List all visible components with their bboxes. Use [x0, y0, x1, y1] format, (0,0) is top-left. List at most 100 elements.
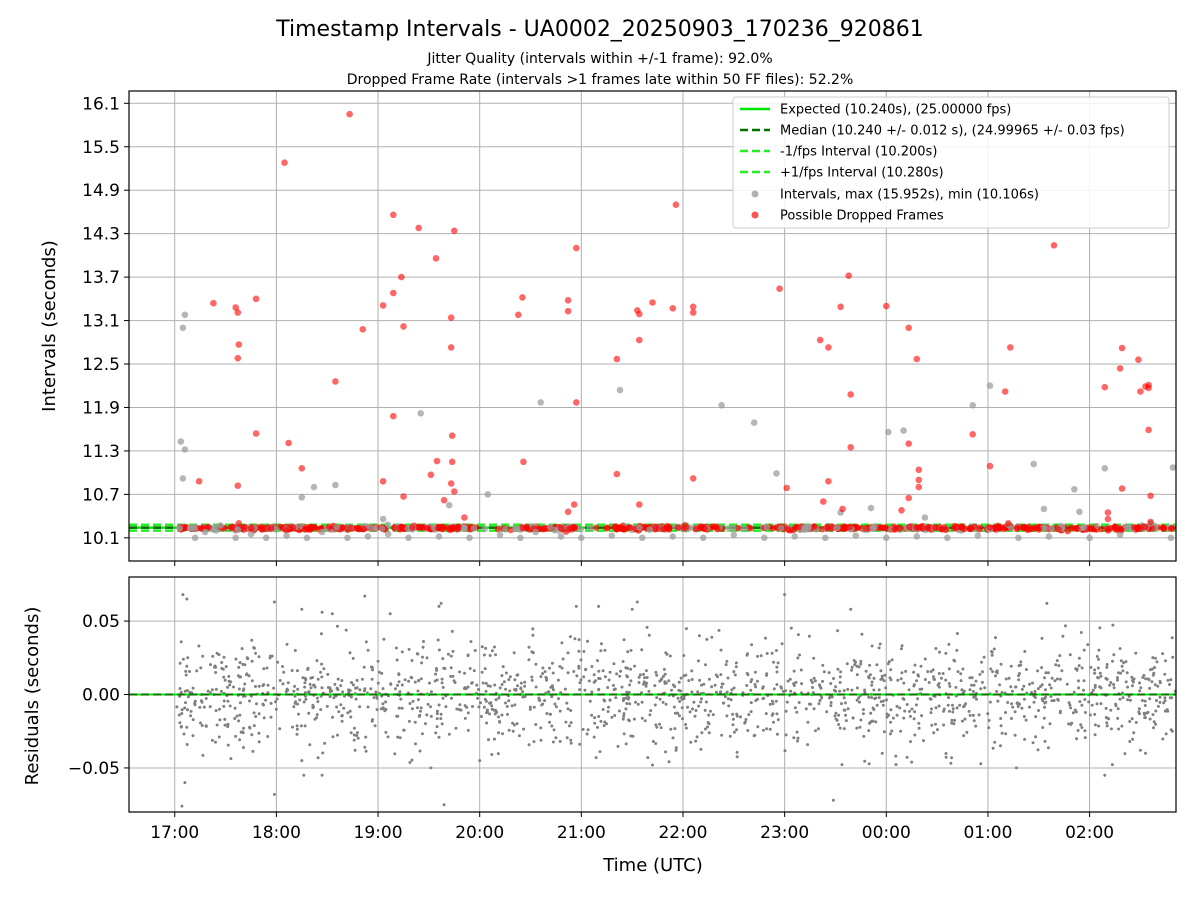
residual-point	[788, 677, 792, 681]
residual-point	[1119, 659, 1123, 663]
residual-point	[734, 661, 738, 665]
residual-point	[278, 727, 282, 731]
residual-point	[719, 690, 723, 694]
residual-point	[355, 678, 359, 682]
interval-point	[176, 525, 184, 532]
residual-point	[1111, 623, 1115, 627]
residual-point	[206, 689, 210, 693]
interval-point	[217, 522, 224, 529]
dropped-frame-point	[1104, 509, 1112, 516]
residual-point	[564, 720, 568, 724]
residual-point	[781, 689, 785, 693]
residual-point	[419, 709, 422, 713]
residual-point	[581, 727, 585, 731]
residual-point	[749, 701, 753, 705]
dropped-frame-point	[455, 524, 462, 531]
dropped-frame-point	[847, 444, 854, 451]
interval-point	[750, 419, 758, 427]
residual-point	[695, 735, 699, 739]
residual-point	[419, 706, 423, 710]
residual-point	[954, 685, 958, 689]
residual-point	[1116, 707, 1120, 711]
dropped-frame-point	[195, 478, 203, 485]
dropped-frame-point	[1118, 485, 1126, 492]
residual-point	[913, 663, 917, 667]
residual-point	[895, 713, 899, 717]
residual-point	[655, 696, 659, 700]
residual-point	[415, 652, 419, 656]
interval-point	[435, 533, 443, 540]
residual-point	[624, 707, 628, 711]
dropped-frame-point	[1147, 518, 1154, 526]
residual-point	[541, 666, 545, 670]
residual-point	[681, 717, 684, 721]
residual-point	[1028, 682, 1031, 686]
residual-point	[295, 669, 299, 673]
residual-point	[629, 667, 633, 671]
residual-point	[998, 683, 1002, 687]
residual-point	[372, 696, 376, 700]
residual-point	[811, 681, 814, 684]
residual-point	[601, 708, 605, 711]
residual-point	[601, 669, 605, 673]
residual-point	[627, 718, 630, 722]
residual-point	[214, 665, 218, 669]
legend-label-median: Median (10.240 +/- 0.012 s), (24.99965 +…	[780, 124, 1125, 139]
residual-point	[855, 686, 859, 690]
residual-point	[558, 709, 562, 713]
interval-point	[669, 533, 677, 540]
residual-point	[240, 730, 244, 734]
residual-point	[463, 687, 466, 690]
residual-point	[407, 719, 411, 723]
residual-point	[729, 698, 733, 702]
residual-point	[608, 698, 612, 702]
residual-point	[784, 709, 788, 713]
residual-point	[573, 637, 577, 641]
residual-point	[946, 703, 950, 707]
intervals-points	[176, 110, 1177, 542]
residual-point	[266, 683, 270, 687]
residual-point	[937, 704, 941, 708]
residual-point	[1009, 685, 1013, 689]
residual-point	[389, 682, 393, 686]
residual-point	[836, 667, 840, 671]
dropped-frame-point	[281, 159, 288, 166]
residual-point	[410, 707, 414, 711]
residual-point	[193, 699, 197, 703]
residual-point	[647, 633, 651, 637]
residual-point	[1121, 669, 1125, 673]
residual-point	[191, 686, 195, 690]
y-tick-label: 0.00	[82, 686, 120, 706]
residual-point	[373, 724, 377, 728]
residual-point	[855, 664, 859, 668]
residual-point	[261, 684, 265, 688]
interval-point	[537, 399, 544, 406]
residual-point	[663, 680, 667, 684]
residual-point	[394, 646, 398, 650]
residual-point	[320, 610, 324, 614]
residual-point	[488, 654, 492, 657]
residual-point	[838, 689, 842, 693]
residual-point	[686, 705, 690, 709]
residual-point	[710, 685, 714, 689]
residual-point	[678, 700, 682, 703]
residual-point	[1069, 706, 1073, 710]
residual-point	[519, 687, 523, 691]
dropped-frame-point	[519, 294, 526, 301]
residual-point	[971, 713, 975, 717]
residual-point	[722, 701, 726, 705]
residual-point	[615, 672, 619, 676]
residual-point	[624, 696, 628, 700]
residual-point	[867, 729, 871, 733]
residual-point	[248, 725, 251, 729]
residual-point	[439, 601, 443, 605]
interval-point	[974, 532, 982, 539]
residual-point	[1152, 720, 1156, 724]
residual-point	[986, 712, 990, 716]
dropped-frame-point	[1116, 525, 1124, 533]
residual-point	[362, 665, 366, 669]
residual-point	[569, 721, 573, 725]
residual-point	[494, 653, 498, 657]
residual-point	[441, 696, 445, 700]
residual-point	[1050, 676, 1054, 680]
